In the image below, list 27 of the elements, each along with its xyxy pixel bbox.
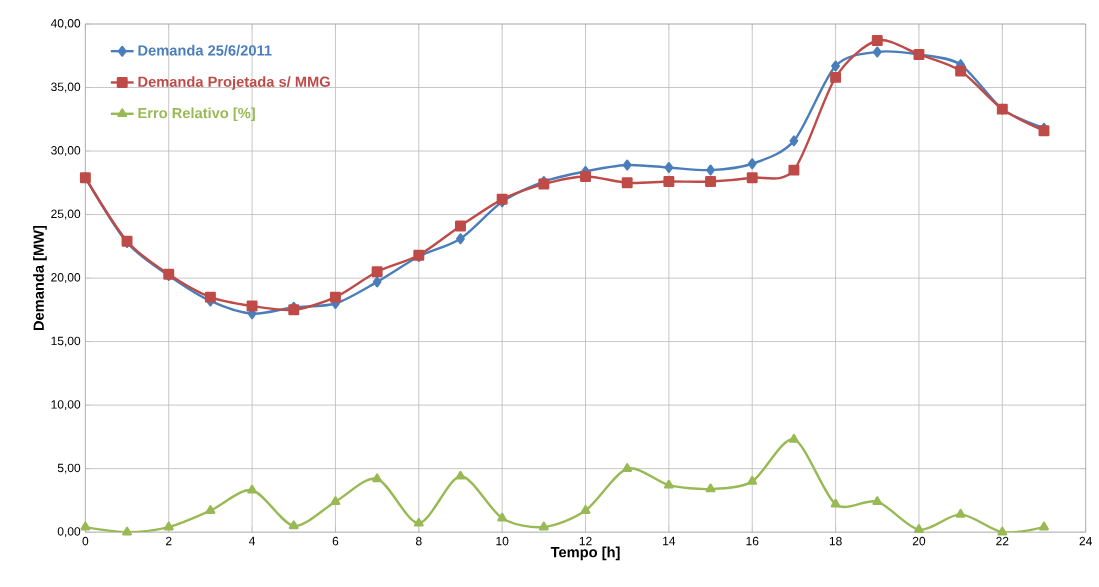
y-axis-title: Demanda [MW]: [33, 226, 47, 331]
x-axis-title: Tempo [h]: [550, 546, 620, 561]
x-tick-label: 18: [829, 536, 842, 546]
x-tick-label: 16: [746, 536, 759, 546]
x-tick-label: 14: [663, 536, 676, 546]
legend-label: Demanda 25/6/2011: [138, 44, 272, 56]
y-tick-label: 25,00: [51, 209, 81, 220]
y-tick-label: 15,00: [51, 336, 81, 347]
x-tick-label: 22: [996, 536, 1009, 546]
y-tick-label: 40,00: [50, 19, 81, 30]
y-tick-label: 20,00: [51, 273, 81, 284]
x-tick-label: 2: [165, 536, 172, 546]
x-tick-label: 0: [82, 536, 89, 546]
x-tick-label: 8: [415, 536, 422, 546]
x-tick-label: 4: [249, 536, 256, 546]
x-tick-label: 10: [496, 536, 509, 546]
legend-label: Demanda Projetada s/ MMG: [138, 76, 330, 90]
y-tick-label: 5,00: [57, 463, 81, 474]
y-tick-label: 30,00: [51, 146, 81, 157]
y-tick-label: 0,00: [57, 527, 81, 538]
y-tick-label: 10,00: [51, 400, 81, 411]
x-tick-label: 24: [1079, 536, 1092, 546]
x-tick-label: 12: [579, 536, 592, 546]
legend-label: Erro Relativo [%]: [138, 107, 255, 122]
x-tick-label: 20: [912, 536, 926, 546]
x-tick-label: 6: [332, 536, 339, 546]
y-tick-label: 35,00: [51, 82, 81, 93]
